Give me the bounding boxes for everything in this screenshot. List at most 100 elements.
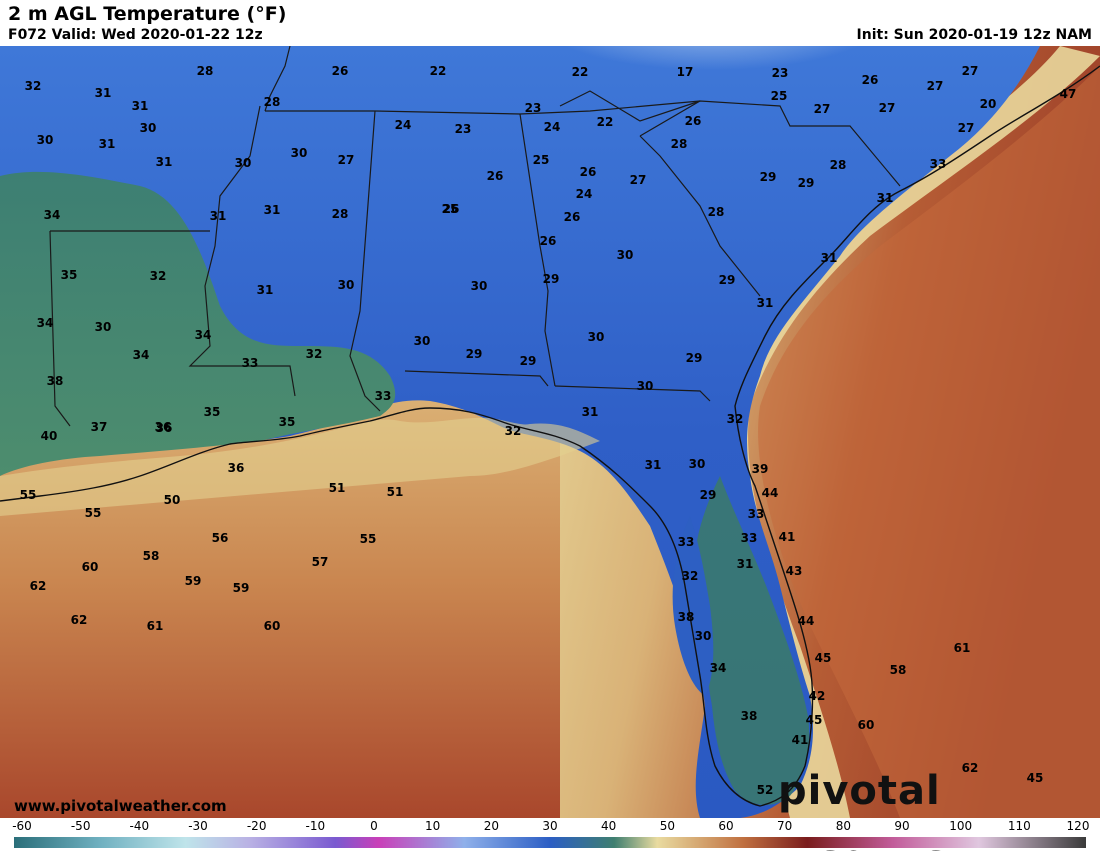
station-temperature-label: 27 xyxy=(878,101,896,115)
map-title: 2 m AGL Temperature (°F) xyxy=(8,3,287,25)
station-temperature-label: 59 xyxy=(232,581,250,595)
station-temperature-label: 35 xyxy=(278,415,296,429)
colorbar-tick-label: 20 xyxy=(483,819,499,833)
colorbar-tick-label: 60 xyxy=(718,819,734,833)
station-temperature-label: 50 xyxy=(163,493,181,507)
station-temperature-label: 55 xyxy=(19,488,37,502)
station-temperature-label: 32 xyxy=(149,269,167,283)
station-temperature-label: 61 xyxy=(953,641,971,655)
station-temperature-label: 32 xyxy=(504,424,522,438)
station-temperature-label: 38 xyxy=(677,610,695,624)
colorbar-tick-label: 100 xyxy=(949,819,973,833)
station-temperature-label: 27 xyxy=(813,102,831,116)
station-temperature-label: 26 xyxy=(486,169,504,183)
station-temperature-label: 59 xyxy=(184,574,202,588)
station-temperature-label: 33 xyxy=(677,535,695,549)
colorbar-tick-label: 80 xyxy=(835,819,851,833)
temperature-map[interactable]: 32 28 26 22 22 17 23 26 27 27 31 31 30 28 25 27 27 20 47 30… xyxy=(0,46,1100,818)
colorbar-tick-label: -50 xyxy=(70,819,91,833)
station-temperature-label: 28 xyxy=(707,205,725,219)
station-temperature-label: 41 xyxy=(791,733,809,747)
station-temperature-label: 30 xyxy=(470,279,488,293)
station-temperature-label: 23 xyxy=(771,66,789,80)
station-temperature-label: 29 xyxy=(759,170,777,184)
station-temperature-label: 26 xyxy=(579,165,597,179)
station-temperature-label: 35 xyxy=(203,405,221,419)
colorbar-tick-label: 50 xyxy=(659,819,675,833)
station-temperature-label: 41 xyxy=(778,530,796,544)
map-canvas xyxy=(0,46,1100,818)
station-temperature-label: 33 xyxy=(929,157,947,171)
station-temperature-label: 51 xyxy=(328,481,346,495)
temperature-colorbar: -60 -50 -40 -30 -20 -10 0 10 20 30 40 50 60 70 80 90 100… xyxy=(0,818,1100,850)
gulf-stream-band xyxy=(758,66,1100,818)
station-temperature-label: 34 xyxy=(132,348,150,362)
station-temperature-label: 29 xyxy=(465,347,483,361)
station-temperature-label: 45 xyxy=(1026,771,1044,785)
station-temperature-label: 27 xyxy=(337,153,355,167)
station-temperature-label: 33 xyxy=(740,531,758,545)
station-temperature-label: 27 xyxy=(957,121,975,135)
station-temperature-label: 58 xyxy=(142,549,160,563)
station-temperature-label: 34 xyxy=(36,316,54,330)
station-temperature-label: 26 xyxy=(442,202,460,216)
colorbar-tick-label: 0 xyxy=(370,819,378,833)
station-temperature-label: 22 xyxy=(429,64,447,78)
station-temperature-label: 60 xyxy=(857,718,875,732)
station-temperature-label: 39 xyxy=(751,462,769,476)
site-url[interactable]: www.pivotalweather.com xyxy=(14,797,227,815)
station-temperature-label: 37 xyxy=(90,420,108,434)
station-temperature-label: 20 xyxy=(979,97,997,111)
colorbar-tick-label: -30 xyxy=(188,819,208,833)
station-temperature-label: 31 xyxy=(756,296,774,310)
station-temperature-label: 38 xyxy=(740,709,758,723)
station-temperature-label: 33 xyxy=(747,507,765,521)
station-temperature-label: 52 xyxy=(756,783,774,797)
station-temperature-label: 33 xyxy=(241,356,259,370)
station-temperature-label: 26 xyxy=(563,210,581,224)
map-header: 2 m AGL Temperature (°F) F072 Valid: Wed… xyxy=(0,0,1100,46)
valid-time: F072 Valid: Wed 2020-01-22 12z xyxy=(8,27,263,43)
station-temperature-label: 30 xyxy=(36,133,54,147)
station-temperature-label: 31 xyxy=(820,251,838,265)
station-temperature-label: 28 xyxy=(263,95,281,109)
station-temperature-label: 34 xyxy=(43,208,61,222)
station-temperature-label: 24 xyxy=(394,118,412,132)
station-temperature-label: 61 xyxy=(146,619,164,633)
station-temperature-label: 51 xyxy=(386,485,404,499)
colorbar-tick-label: 70 xyxy=(777,819,793,833)
station-temperature-label: 22 xyxy=(571,65,589,79)
station-temperature-label: 32 xyxy=(681,569,699,583)
station-temperature-label: 32 xyxy=(24,79,42,93)
station-temperature-label: 38 xyxy=(46,374,64,388)
coldest-region xyxy=(400,46,920,166)
gulf-coast-transition xyxy=(0,417,600,516)
station-temperature-label: 45 xyxy=(814,651,832,665)
station-temperature-label: 30 xyxy=(587,330,605,344)
station-temperature-label: 31 xyxy=(256,283,274,297)
colorbar-tick-label: -20 xyxy=(246,819,267,833)
station-temperature-label: 31 xyxy=(736,557,754,571)
station-temperature-label: 33 xyxy=(374,389,392,403)
station-temperature-label: 30 xyxy=(688,457,706,471)
station-temperature-label: 26 xyxy=(331,64,349,78)
station-temperature-label: 30 xyxy=(337,278,355,292)
station-temperature-label: 28 xyxy=(331,207,349,221)
station-temperature-label: 27 xyxy=(629,173,647,187)
station-temperature-label: 28 xyxy=(829,158,847,172)
station-temperature-label: 62 xyxy=(961,761,979,775)
station-temperature-label: 42 xyxy=(808,689,826,703)
station-temperature-label: 32 xyxy=(305,347,323,361)
station-temperature-label: 43 xyxy=(785,564,803,578)
station-temperature-label: 29 xyxy=(542,272,560,286)
station-temperature-label: 31 xyxy=(155,155,173,169)
station-temperature-label: 29 xyxy=(797,176,815,190)
colorbar-tick-label: 30 xyxy=(542,819,558,833)
station-temperature-label: 57 xyxy=(311,555,329,569)
station-temperature-label: 23 xyxy=(454,122,472,136)
station-temperature-label: 29 xyxy=(718,273,736,287)
warmer-inland-region xyxy=(0,171,396,477)
station-temperature-label: 47 xyxy=(1059,87,1077,101)
station-temperature-label: 30 xyxy=(234,156,252,170)
station-temperature-label: 44 xyxy=(761,486,779,500)
